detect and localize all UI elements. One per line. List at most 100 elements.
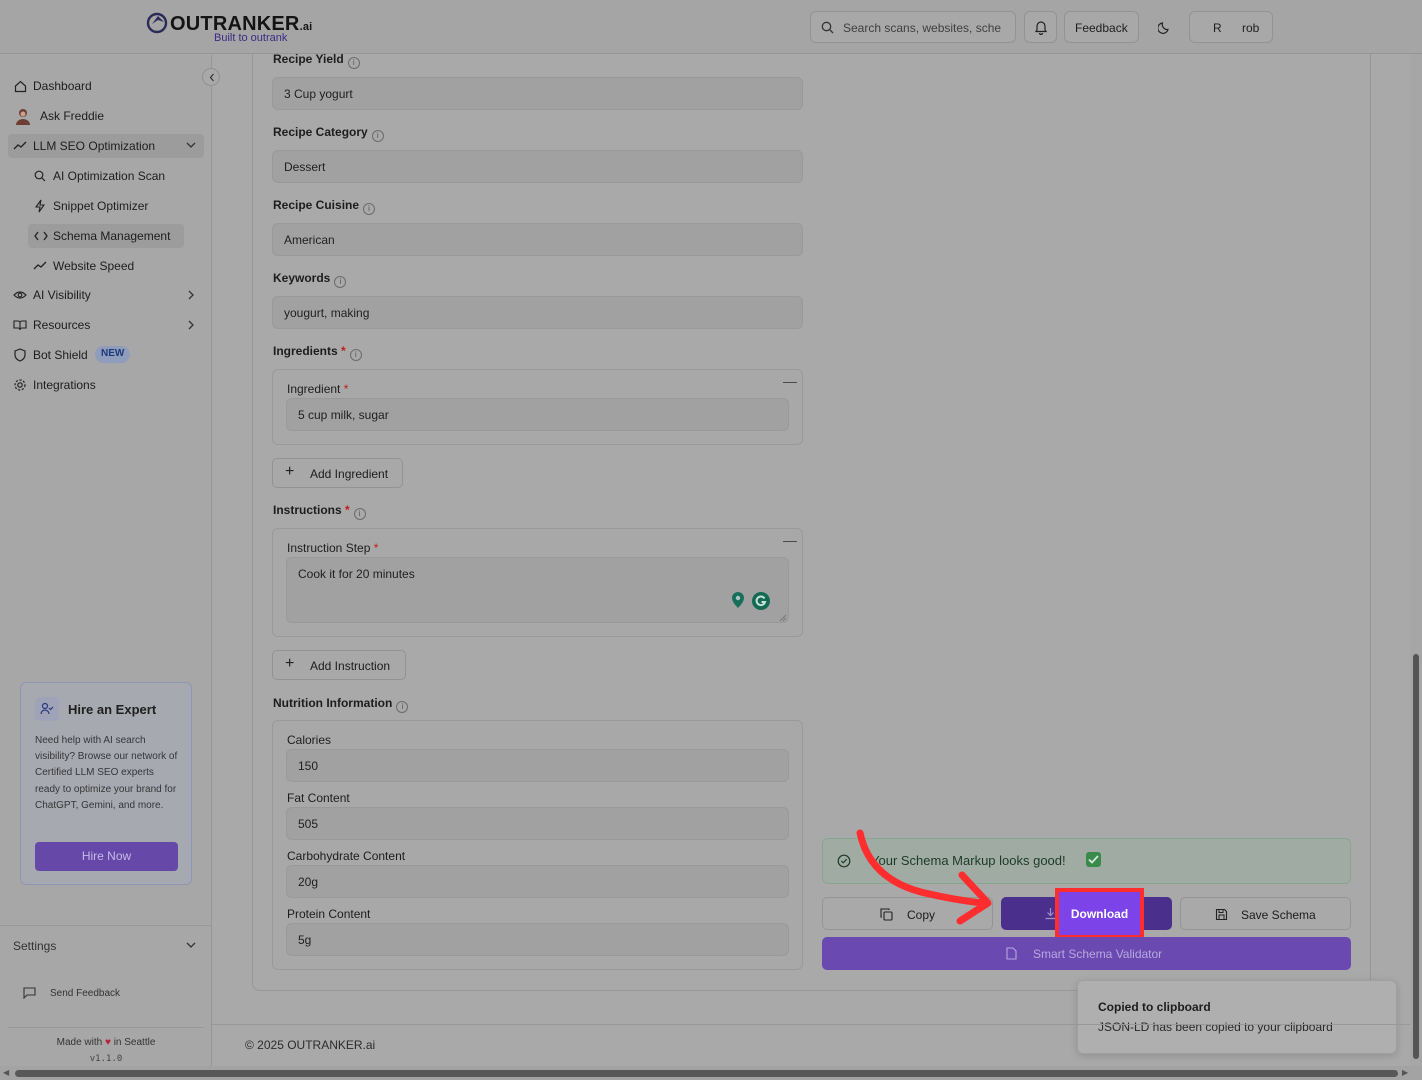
info-icon[interactable]: i	[334, 276, 347, 288]
horizontal-scrollbar[interactable]: ◀ ▶	[0, 1066, 1422, 1080]
input-value: 3 Cup yogurt	[284, 87, 353, 101]
hire-now-button[interactable]: Hire Now	[35, 842, 178, 871]
expert-icon-wrap	[35, 697, 59, 721]
sidebar-item-label: Snippet Optimizer	[53, 199, 149, 213]
download-icon	[1045, 908, 1056, 920]
sidebar-item-bot-shield[interactable]: Bot Shield NEW	[8, 343, 204, 367]
recipe-category-input[interactable]: Dessert	[272, 150, 803, 183]
sidebar-item-integrations[interactable]: Integrations	[8, 373, 204, 397]
sidebar-item-label: AI Optimization Scan	[53, 169, 166, 183]
code-icon	[34, 231, 48, 241]
top-header: OUTRANKER.ai Built to outrank Search sca…	[0, 0, 1422, 54]
protein-content-input[interactable]: 5g	[286, 923, 789, 956]
theme-toggle-button[interactable]	[1150, 11, 1180, 43]
file-icon	[1006, 947, 1017, 960]
status-message: Your Schema Markup looks good!	[871, 853, 1066, 868]
input-value: 5 cup milk, sugar	[298, 408, 389, 422]
location-pin-icon[interactable]	[730, 591, 746, 609]
logo-tagline: Built to outrank	[214, 32, 288, 44]
fat-content-input[interactable]: 505	[286, 807, 789, 840]
global-search-input[interactable]: Search scans, websites, sche	[810, 11, 1016, 43]
download-highlight[interactable]: Download	[1055, 888, 1144, 939]
sidebar-item-label: Bot Shield	[33, 348, 88, 362]
send-feedback-link[interactable]: Send Feedback	[20, 984, 170, 1004]
scroll-right-icon[interactable]: ▶	[1402, 1068, 1409, 1077]
new-badge: NEW	[95, 346, 131, 363]
plus-icon: +	[285, 463, 295, 480]
input-value: 20g	[298, 875, 319, 889]
sidebar-item-ask-freddie[interactable]: Ask Freddie	[8, 104, 204, 128]
footer-copyright: © 2025 OUTRANKER.ai	[245, 1038, 376, 1052]
copy-button[interactable]: Copy	[822, 897, 993, 930]
recipe-yield-input[interactable]: 3 Cup yogurt	[272, 77, 803, 110]
ingredient-input[interactable]: 5 cup milk, sugar	[286, 398, 789, 431]
add-ingredient-button[interactable]: + Add Ingredient	[272, 458, 403, 488]
calories-input[interactable]: 150	[286, 749, 789, 782]
sidebar-item-label: LLM SEO Optimization	[33, 139, 156, 153]
input-value: Dessert	[284, 160, 326, 174]
info-icon[interactable]: i	[353, 508, 366, 520]
remove-instruction-button[interactable]: —	[783, 532, 797, 548]
remove-ingredient-button[interactable]: —	[783, 373, 797, 389]
sidebar-item-label: Schema Management	[53, 229, 171, 243]
copy-icon	[880, 908, 893, 921]
bell-icon	[1034, 21, 1048, 35]
sidebar-item-label: Resources	[33, 318, 91, 332]
protein-content-label: Protein Content	[287, 907, 371, 921]
sidebar-item-ai-optimization-scan[interactable]: AI Optimization Scan	[8, 164, 204, 188]
feedback-label: Feedback	[1075, 21, 1128, 35]
sidebar-item-ai-visibility[interactable]: AI Visibility	[8, 283, 204, 307]
instruction-item-label: Instruction Step *	[287, 541, 379, 555]
resize-handle-icon[interactable]	[779, 614, 787, 622]
carbohydrate-content-input[interactable]: 20g	[286, 865, 789, 898]
input-value: yougurt, making	[284, 306, 370, 320]
input-value: 150	[298, 759, 319, 773]
feedback-button[interactable]: Feedback	[1064, 11, 1139, 43]
info-icon[interactable]: i	[371, 130, 384, 142]
keywords-input[interactable]: yougurt, making	[272, 296, 803, 329]
info-icon[interactable]: i	[363, 203, 376, 215]
footer-divider	[212, 1024, 1410, 1025]
collapse-sidebar-button[interactable]	[202, 68, 220, 86]
scroll-left-icon[interactable]: ◀	[3, 1068, 10, 1077]
sidebar-item-snippet-optimizer[interactable]: Snippet Optimizer	[8, 194, 204, 218]
button-label: Add Instruction	[310, 659, 391, 673]
shield-icon	[14, 348, 26, 362]
horizontal-scrollbar-thumb[interactable]	[15, 1070, 1398, 1077]
card-description: Need help with AI search visibility? Bro…	[35, 735, 178, 811]
divider	[8, 1027, 204, 1028]
user-menu-button[interactable]: R rob	[1189, 11, 1273, 43]
vertical-scrollbar-thumb[interactable]	[1413, 654, 1419, 1059]
vertical-scrollbar[interactable]	[1410, 54, 1422, 1066]
sidebar-item-resources[interactable]: Resources	[8, 313, 204, 337]
add-instruction-button[interactable]: + Add Instruction	[272, 650, 406, 680]
smart-schema-validator-button[interactable]: Smart Schema Validator	[822, 937, 1351, 970]
info-icon[interactable]: i	[347, 57, 360, 69]
gear-icon	[14, 379, 26, 391]
search-placeholder: Search scans, websites, sche	[843, 21, 1002, 35]
heart-icon: ♥	[104, 1037, 111, 1048]
info-icon[interactable]: i	[349, 349, 362, 361]
outranker-logo[interactable]: OUTRANKER.ai Built to outrank	[146, 11, 326, 47]
copy-label: Copy	[907, 908, 936, 922]
search-icon	[34, 170, 46, 182]
sidebar-item-dashboard[interactable]: Dashboard	[8, 74, 204, 98]
grammarly-icon[interactable]	[751, 591, 771, 611]
carbohydrate-content-label: Carbohydrate Content	[287, 849, 406, 863]
chevron-down-icon	[186, 142, 196, 148]
sidebar-item-schema-management[interactable]: Schema Management	[28, 224, 184, 248]
sidebar-item-llm-seo-optimization[interactable]: LLM SEO Optimization	[8, 134, 204, 158]
sidebar-item-website-speed[interactable]: Website Speed	[8, 254, 204, 278]
save-schema-button[interactable]: Save Schema	[1180, 897, 1351, 930]
info-icon[interactable]: i	[396, 701, 409, 713]
freddie-avatar-icon	[16, 109, 30, 125]
chevron-right-icon	[188, 320, 194, 330]
instruction-textarea[interactable]: Cook it for 20 minutes	[286, 557, 789, 623]
ingredients-label: Ingredients * i	[273, 344, 362, 361]
recipe-cuisine-input[interactable]: American	[272, 223, 803, 256]
settings-label: Settings	[13, 939, 57, 953]
download-label: Download	[1070, 907, 1129, 921]
check-circle-icon	[837, 854, 851, 868]
notifications-button[interactable]	[1024, 11, 1057, 43]
settings-toggle[interactable]: Settings	[8, 935, 204, 957]
